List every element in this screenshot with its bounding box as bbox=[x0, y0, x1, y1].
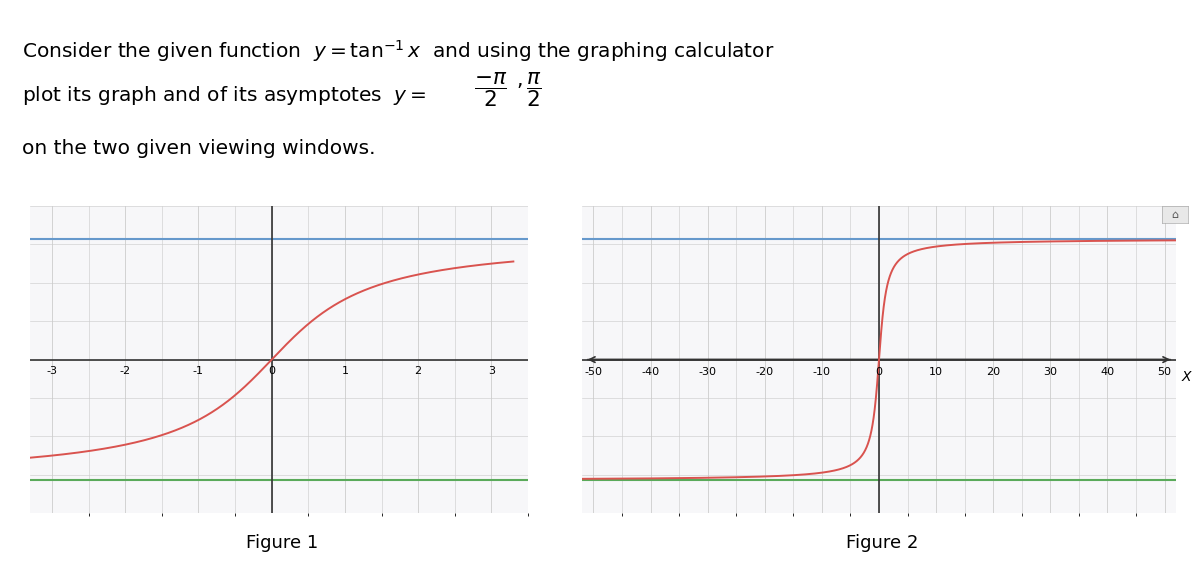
Text: 50: 50 bbox=[1158, 367, 1171, 376]
Text: -2: -2 bbox=[120, 366, 131, 376]
Text: -1: -1 bbox=[193, 366, 204, 376]
Text: 20: 20 bbox=[986, 367, 1001, 376]
Text: 40: 40 bbox=[1100, 367, 1115, 376]
Text: 0: 0 bbox=[268, 366, 275, 376]
Text: on the two given viewing windows.: on the two given viewing windows. bbox=[22, 139, 376, 158]
Text: -10: -10 bbox=[812, 367, 830, 376]
Text: Consider the given function  $y = \tan^{-1}x$  and using the graphing calculator: Consider the given function $y = \tan^{-… bbox=[22, 38, 774, 64]
Text: 3: 3 bbox=[488, 366, 494, 376]
Text: -3: -3 bbox=[47, 366, 58, 376]
Text: $\dfrac{\pi}{2}$: $\dfrac{\pi}{2}$ bbox=[526, 71, 541, 110]
Text: plot its graph and of its asymptotes  $y =$: plot its graph and of its asymptotes $y … bbox=[22, 84, 426, 107]
Text: $,$: $,$ bbox=[516, 71, 522, 90]
Text: 1: 1 bbox=[342, 366, 348, 376]
Text: 10: 10 bbox=[929, 367, 943, 376]
Text: 2: 2 bbox=[414, 366, 421, 376]
Text: -40: -40 bbox=[642, 367, 660, 376]
Text: $\dfrac{-\pi}{2}$: $\dfrac{-\pi}{2}$ bbox=[474, 71, 508, 110]
Text: -30: -30 bbox=[698, 367, 716, 376]
Text: -50: -50 bbox=[584, 367, 602, 376]
Text: $X$: $X$ bbox=[1181, 371, 1193, 385]
Text: 0: 0 bbox=[876, 367, 882, 376]
Text: -20: -20 bbox=[756, 367, 774, 376]
Text: ⌂: ⌂ bbox=[1171, 209, 1178, 220]
Text: 30: 30 bbox=[1043, 367, 1057, 376]
Text: Figure 1: Figure 1 bbox=[246, 534, 318, 552]
Text: Figure 2: Figure 2 bbox=[846, 534, 918, 552]
